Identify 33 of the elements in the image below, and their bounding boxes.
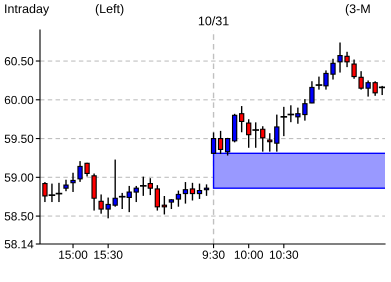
candlestick	[182, 182, 188, 204]
x-tick-label: 15:00	[59, 250, 88, 259]
y-tick-label: 59.50	[4, 134, 34, 143]
candlestick	[176, 190, 182, 207]
y-tick-label: 58.50	[4, 212, 34, 220]
candlestick	[56, 182, 62, 202]
candlestick	[196, 184, 202, 199]
candlestick	[344, 52, 350, 68]
x-tick-label: 15:30	[94, 250, 122, 259]
candlestick	[309, 81, 315, 104]
text: (Left)	[96, 4, 124, 16]
ref-line-label: 10/31	[198, 16, 229, 26]
candlestick	[280, 106, 288, 136]
candlestick	[330, 58, 336, 80]
chart-title: Intraday	[5, 4, 50, 16]
candlestick	[70, 172, 76, 192]
candlestick	[337, 42, 343, 73]
y-tick-label: 60.00	[4, 96, 34, 104]
text: (3-M	[346, 4, 370, 16]
y-tick-label: 59.00	[4, 173, 34, 182]
candlestick	[190, 182, 196, 200]
candlestick	[84, 162, 90, 176]
candlestick	[218, 130, 224, 154]
y-tick-label: 58.14	[4, 240, 34, 248]
x-tick-label: 10:00	[234, 250, 263, 259]
y-tick-label: 60.50	[4, 57, 34, 66]
candlestick	[77, 161, 83, 182]
x-tick-label: 9:30	[202, 250, 225, 259]
candlestick	[91, 174, 97, 211]
candlestick	[63, 180, 69, 192]
x-tick-label: 10:30	[270, 250, 298, 259]
candlestick	[204, 184, 210, 196]
candlestick	[351, 60, 357, 79]
